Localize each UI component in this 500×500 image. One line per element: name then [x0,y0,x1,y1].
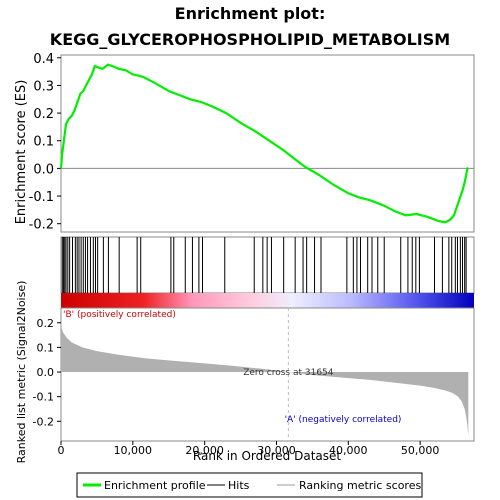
x-tick-label: 10,000 [114,444,153,457]
legend-hits-label: Hits [228,479,250,492]
positive-correlated-label: 'B' (positively correlated) [63,310,176,320]
es-y-axis-label: Enrichment score (ES) [14,80,29,225]
metric-y-axis-label: Ranked list metric (Signal2Noise) [15,281,28,464]
metric-y-ticks: -0.2 -0.1 0.0 0.1 0.2 [33,317,61,428]
metric-panel: -0.2 -0.1 0.0 0.1 0.2 Zero cross at 31654 'B… [15,281,475,464]
heat-bar-rect [61,293,474,308]
x-tick-label: 20,000 [185,444,224,457]
legend-enrichment-profile-label: Enrichment profile [104,479,206,492]
legend-ranking-metric-label: Ranking metric scores [299,479,421,492]
metric-y-tick-label: 0.1 [37,341,55,354]
es-plot-area [60,54,475,233]
es-y-tick-label: 0.2 [33,107,54,122]
hits-group [61,237,467,293]
x-tick-label: 50,000 [401,444,440,457]
es-y-tick-label: -0.2 [29,218,54,233]
metric-y-tick-label: -0.1 [33,391,54,404]
x-tick-label: 40,000 [329,444,368,457]
legend-box [76,472,423,498]
es-y-tick-label: -0.1 [29,190,54,205]
metric-y-tick-label: -0.2 [33,415,54,428]
metric-y-tick-label: 0.0 [37,366,55,379]
negative-correlated-label: 'A' (negatively correlated) [285,415,402,425]
es-y-tick-label: 0.1 [33,135,54,150]
x-tick-label: 0 [58,444,65,457]
x-tick-label: 30,000 [257,444,296,457]
es-panel: -0.2 -0.1 0.0 0.1 0.2 0.3 0.4 Enrichment score… [14,52,475,233]
chart-title-line1: Enrichment plot: [175,4,326,23]
chart-title-line2: KEGG_GLYCEROPHOSPHOLIPID_METABOLISM [50,30,450,49]
ranking-heat-bar [61,293,474,308]
es-y-tick-label: 0.0 [33,162,54,177]
metric-y-tick-label: 0.2 [37,317,55,330]
legend: Enrichment profile Hits Ranking metric s… [76,472,423,498]
x-axis-label: Rank in Ordered Dataset [193,449,341,463]
ranking-metric-area [61,317,469,437]
hits-panel [60,236,475,294]
es-y-ticks: -0.2 -0.1 0.0 0.1 0.2 0.3 0.4 [29,52,61,233]
es-y-tick-label: 0.3 [33,79,54,94]
x-axis-ticks: 0 10,000 20,000 30,000 40,000 50,000 [58,441,440,457]
es-y-tick-label: 0.4 [33,52,54,67]
enrichment-profile-line [59,63,469,224]
zero-cross-label: Zero cross at 31654 [243,368,334,378]
